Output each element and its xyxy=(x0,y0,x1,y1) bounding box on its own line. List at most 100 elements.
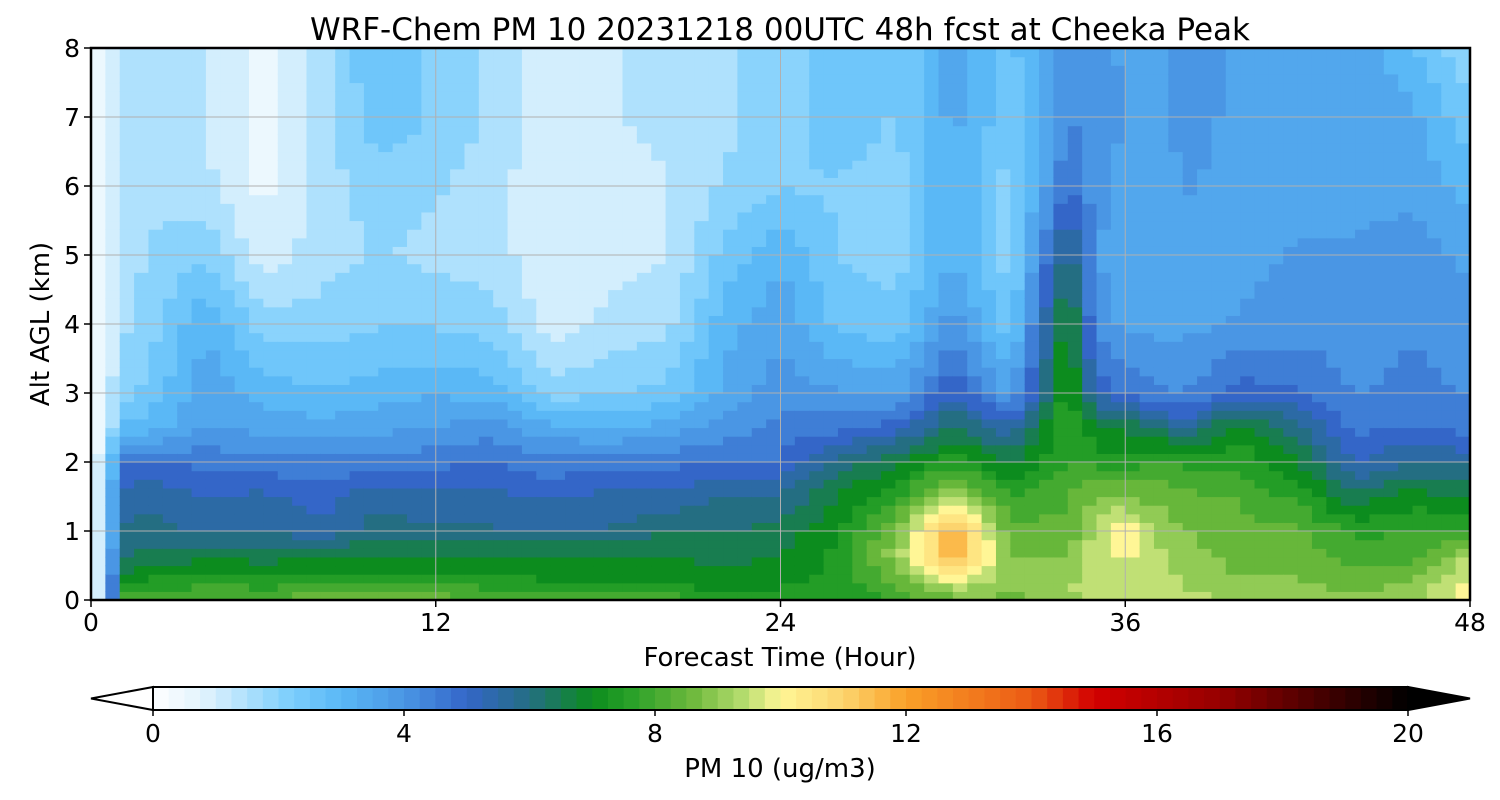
heatmap-cell xyxy=(694,522,710,532)
heatmap-cell xyxy=(363,99,379,109)
heatmap-cell xyxy=(1182,194,1198,204)
heatmap-cell xyxy=(320,82,336,92)
heatmap-cell xyxy=(766,384,782,394)
heatmap-cell xyxy=(392,203,408,213)
heatmap-cell xyxy=(1067,91,1083,101)
heatmap-cell xyxy=(737,332,753,342)
heatmap-cell xyxy=(636,410,652,420)
heatmap-cell xyxy=(622,548,638,558)
heatmap-cell xyxy=(881,108,897,118)
heatmap-cell xyxy=(636,237,652,247)
heatmap-cell xyxy=(162,237,178,247)
heatmap-cell xyxy=(723,496,738,506)
heatmap-cell xyxy=(565,470,580,480)
heatmap-cell xyxy=(823,418,839,429)
heatmap-cell xyxy=(249,211,264,222)
heatmap-cell xyxy=(478,246,494,256)
heatmap-cell xyxy=(536,168,552,178)
heatmap-cell xyxy=(1053,367,1069,377)
heatmap-cell xyxy=(148,48,164,58)
heatmap-cell xyxy=(1182,65,1198,75)
heatmap-cell xyxy=(234,194,250,204)
heatmap-cell xyxy=(794,341,810,351)
heatmap-cell xyxy=(191,194,207,204)
heatmap-cell xyxy=(148,237,164,247)
heatmap-cell xyxy=(723,99,738,109)
heatmap-cell xyxy=(421,229,437,239)
heatmap-cell xyxy=(1125,462,1141,472)
heatmap-cell xyxy=(1182,99,1198,109)
heatmap-cell xyxy=(392,548,408,558)
heatmap-cell xyxy=(579,125,595,135)
heatmap-cell xyxy=(148,479,164,489)
heatmap-cell xyxy=(162,531,178,541)
heatmap-cell xyxy=(249,298,264,308)
heatmap-cell xyxy=(1168,211,1184,222)
heatmap-cell xyxy=(536,513,552,523)
heatmap-cell xyxy=(363,436,379,446)
heatmap-cell xyxy=(837,125,853,135)
heatmap-cell xyxy=(608,220,624,230)
heatmap-cell xyxy=(1139,548,1155,558)
heatmap-cell xyxy=(694,298,710,308)
heatmap-cell xyxy=(1067,99,1083,109)
heatmap-cell xyxy=(608,565,624,575)
heatmap-cell xyxy=(277,280,293,291)
heatmap-cell xyxy=(493,324,509,334)
heatmap-cell xyxy=(1039,341,1055,351)
heatmap-cell xyxy=(478,591,494,600)
heatmap-cell xyxy=(766,410,782,420)
heatmap-cell xyxy=(205,462,221,472)
heatmap-cell xyxy=(1024,177,1040,187)
heatmap-cell xyxy=(1168,220,1184,230)
heatmap-cell xyxy=(220,73,236,84)
heatmap-cell xyxy=(1110,142,1126,153)
heatmap-cell xyxy=(694,462,710,472)
heatmap-cell xyxy=(1096,332,1112,342)
heatmap-cell xyxy=(292,349,308,360)
heatmap-cell xyxy=(1024,496,1040,506)
heatmap-cell xyxy=(1182,73,1198,84)
heatmap-cell xyxy=(636,479,652,489)
heatmap-cell xyxy=(679,444,695,454)
heatmap-cell xyxy=(737,91,753,101)
heatmap-cell xyxy=(952,487,968,498)
heatmap-cell xyxy=(550,341,566,351)
heatmap-cell xyxy=(205,436,221,446)
heatmap-cell xyxy=(1182,117,1198,127)
heatmap-cell xyxy=(1067,479,1083,489)
heatmap-cell xyxy=(608,487,624,498)
heatmap-cell xyxy=(1096,229,1112,239)
heatmap-cell xyxy=(608,591,624,600)
heatmap-cell xyxy=(464,462,480,472)
heatmap-cell xyxy=(1024,220,1040,230)
heatmap-cell xyxy=(205,194,221,204)
heatmap-cell xyxy=(1168,358,1184,368)
heatmap-cell xyxy=(493,91,509,101)
heatmap-cell xyxy=(507,358,523,368)
heatmap-cell xyxy=(751,410,767,420)
heatmap-cell xyxy=(191,565,207,575)
heatmap-cell xyxy=(205,237,221,247)
heatmap-cell xyxy=(794,487,810,498)
heatmap-cell xyxy=(105,186,121,196)
heatmap-cell xyxy=(407,591,422,600)
heatmap-cell xyxy=(363,574,379,584)
heatmap-cell xyxy=(737,160,753,170)
heatmap-cell xyxy=(636,375,652,385)
heatmap-cell xyxy=(91,125,106,135)
heatmap-cell xyxy=(450,582,466,592)
heatmap-cell xyxy=(220,401,236,411)
heatmap-cell xyxy=(435,246,451,256)
heatmap-cell xyxy=(105,436,121,446)
heatmap-cell xyxy=(320,470,336,480)
heatmap-cell xyxy=(493,203,509,213)
heatmap-cell xyxy=(1053,237,1069,247)
heatmap-cell xyxy=(349,125,365,135)
heatmap-cell xyxy=(895,117,911,127)
heatmap-cell xyxy=(766,237,782,247)
heatmap-cell xyxy=(694,591,710,600)
heatmap-cell xyxy=(1082,246,1098,256)
heatmap-cell xyxy=(1053,470,1069,480)
heatmap-cell xyxy=(464,453,480,463)
